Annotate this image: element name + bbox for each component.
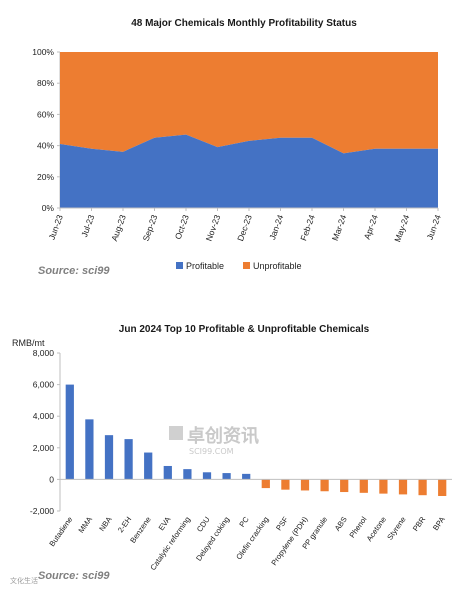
area-y-tick-label: 40%: [37, 141, 54, 151]
bar-chart: Jun 2024 Top 10 Profitable & Unprofitabl…: [10, 324, 452, 585]
bar-y-tick-label: 6,000: [33, 380, 55, 390]
bar-eva: [163, 465, 172, 480]
area-x-tick-label: Aug-23: [109, 213, 128, 242]
bar-x-tick-label: BPA: [431, 514, 447, 532]
bar-x-tick-label: PSF: [274, 515, 290, 533]
bar-olefin-cracking: [261, 479, 270, 489]
bar-chart-plot: [65, 384, 447, 496]
area-x-tick-label: Oct-23: [173, 213, 191, 241]
bar-chart-title: Jun 2024 Top 10 Profitable & Unprofitabl…: [119, 324, 370, 335]
watermark-logo-mark: [169, 426, 183, 440]
bar-pc: [242, 473, 251, 480]
bar-benzene: [144, 452, 153, 480]
legend-label-profitable: Profitable: [186, 261, 224, 271]
bar-pbr: [418, 479, 427, 496]
bar-abs: [340, 479, 349, 493]
bar-butadiene: [65, 384, 74, 480]
area-x-tick-label: Jun-23: [47, 213, 65, 241]
area-x-tick-label: Nov-23: [204, 213, 223, 242]
area-x-tick-label: Jun-24: [425, 213, 443, 241]
bar-x-tick-label: ABS: [333, 515, 349, 533]
bar-x-tick-label: Acetone: [365, 515, 388, 543]
bar-catalytic-reforming: [183, 469, 192, 480]
bar-x-tick-label: Styrene: [385, 515, 407, 542]
area-y-tick-label: 60%: [37, 109, 54, 119]
bar-chart-y-axis: -2,000 0 2,000 4,000 6,000 8,000: [30, 348, 61, 516]
area-y-tick-label: 0%: [42, 203, 55, 213]
watermark-cn-text: 卓创资讯: [187, 425, 259, 447]
bar-delayed-coking: [222, 473, 231, 480]
area-x-tick-label: Dec-23: [235, 213, 254, 242]
bar-y-tick-label: 4,000: [33, 411, 55, 421]
bar-bpa: [438, 479, 447, 496]
bar-phenol: [359, 479, 368, 493]
area-chart: 48 Major Chemicals Monthly Profitability…: [32, 18, 443, 277]
area-series-profitable: [60, 134, 438, 208]
bar-psf: [281, 479, 290, 490]
area-x-tick-label: Jul-23: [79, 213, 96, 238]
source-note-bottom: Source: sci99: [38, 570, 110, 582]
bar-y-tick-label: 8,000: [33, 348, 55, 358]
bar-x-tick-label: PBR: [411, 515, 428, 533]
bar-acetone: [379, 479, 388, 494]
legend-swatch-profitable: [176, 262, 183, 269]
corner-watermark: 文化生活: [10, 576, 38, 585]
bar-propylene-pdh: [300, 479, 310, 491]
area-x-tick-label: Jan-24: [267, 213, 285, 241]
area-chart-title: 48 Major Chemicals Monthly Profitability…: [131, 18, 357, 29]
area-y-tick-label: 80%: [37, 78, 54, 88]
area-series-unprofitable: [60, 52, 438, 154]
legend-swatch-unprofitable: [243, 262, 250, 269]
bar-mma: [85, 419, 94, 480]
area-x-tick-label: Sep-23: [141, 213, 160, 242]
bar-x-tick-label: NBA: [97, 514, 114, 533]
bar-x-tick-label: Butadiene: [47, 515, 74, 548]
bar-x-tick-label: Catalytic reforming: [148, 515, 192, 572]
bar-styrene: [398, 479, 408, 495]
bar-nba: [104, 435, 114, 480]
area-x-tick-label: May-24: [392, 213, 411, 243]
area-chart-plot: [60, 52, 438, 208]
bar-chart-unit-label: RMB/mt: [12, 338, 45, 348]
area-x-tick-label: Apr-24: [362, 213, 380, 241]
bar-y-tick-label: 0: [49, 474, 54, 484]
area-y-tick-label: 100%: [32, 47, 54, 57]
area-y-tick-label: 20%: [37, 172, 54, 182]
area-chart-y-axis: 0% 20% 40% 60% 80% 100%: [32, 47, 61, 213]
watermark-logo: 卓创资讯 SCI99.COM: [169, 425, 259, 456]
bar-cdu: [202, 472, 212, 480]
bar-y-tick-label: -2,000: [30, 506, 54, 516]
bar-2-eh: [124, 439, 133, 480]
bar-pp-granule: [320, 479, 329, 492]
bar-x-tick-label: PC: [237, 515, 251, 529]
bar-x-tick-label: EVA: [157, 514, 173, 532]
bar-y-tick-label: 2,000: [33, 443, 55, 453]
area-chart-x-axis: Jun-23 Jul-23 Aug-23 Sep-23 Oct-23 Nov-23 Dec-…: [47, 207, 443, 243]
source-note-top: Source: sci99: [38, 265, 110, 277]
bar-x-tick-label: MMA: [77, 514, 95, 534]
area-x-tick-label: Feb-24: [298, 213, 317, 242]
area-x-tick-label: Mar-24: [330, 213, 349, 242]
area-chart-legend: Profitable Unprofitable: [176, 261, 302, 271]
bar-x-tick-label: CDU: [195, 515, 212, 534]
watermark-en-text: SCI99.COM: [189, 447, 234, 456]
bar-x-tick-label: 2-EH: [116, 515, 133, 534]
legend-label-unprofitable: Unprofitable: [253, 261, 302, 271]
